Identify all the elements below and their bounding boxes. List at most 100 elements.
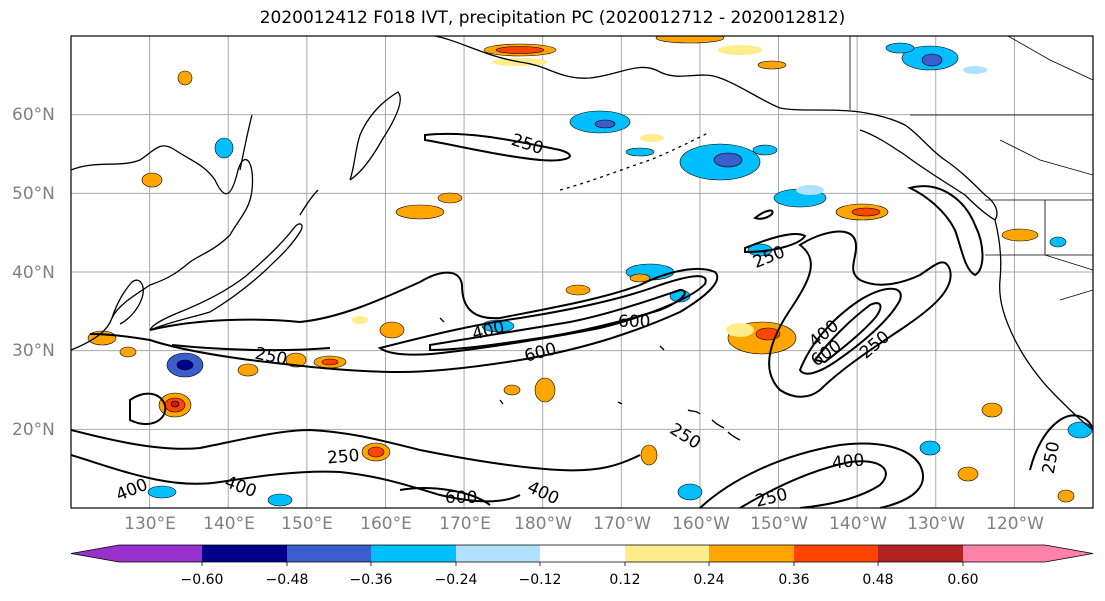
colorbar-tick-label: −0.12: [518, 572, 562, 588]
ivt-contour-250: [744, 232, 807, 254]
page-title: 2020012412 F018 IVT, precipitation PC (2…: [259, 8, 846, 28]
ivt-contour-250: [424, 132, 571, 162]
ivt-contour-250: [89, 267, 719, 374]
precip-positive-area: [851, 207, 881, 217]
precip-negative-area: [752, 144, 778, 156]
lon-label: 140°W: [829, 514, 887, 534]
ivt-contour-400: [377, 275, 707, 356]
precip-negative-area: [921, 53, 943, 67]
precip-positive-area: [177, 70, 193, 86]
colorbar-outline: [70, 544, 1094, 563]
map-frame: [70, 35, 1094, 509]
colorbar-extend-min: [71, 545, 119, 562]
precip-negative-area: [1067, 421, 1093, 439]
lon-label: 160°W: [672, 514, 730, 534]
colorbar-segment: [287, 545, 371, 562]
ivt-contour-250: [171, 344, 331, 352]
precip-positive-area: [1001, 228, 1039, 242]
colorbar-segment: [878, 545, 963, 562]
lat-label: 50°N: [12, 184, 55, 204]
precip-negative-area: [625, 147, 655, 157]
contour-label: 600: [618, 312, 650, 332]
precip-positive-area: [957, 466, 979, 482]
ivt-contour-400: [798, 287, 902, 375]
precip-positive-area: [655, 36, 725, 44]
colorbar-segment: [963, 545, 1045, 562]
precip-pc-shading: [87, 36, 1093, 507]
lon-label: 140°E: [203, 514, 255, 534]
ivt-contour-600: [399, 487, 491, 506]
lat-label: 40°N: [12, 263, 55, 283]
colorbar-tick-label: 0.12: [609, 572, 641, 588]
ivt-contour-250: [71, 428, 641, 472]
colorbar-tick-label: 0.24: [693, 572, 725, 588]
lat-label: 20°N: [12, 420, 55, 440]
precip-positive-area: [726, 323, 754, 337]
colorbar-tick-label: −0.48: [265, 572, 309, 588]
ivt-contour-400: [71, 454, 521, 503]
ivt-contour-250: [753, 209, 774, 220]
lon-label: 150°W: [750, 514, 808, 534]
precip-negative-area: [176, 359, 194, 371]
colorbar-tick-label: −0.36: [349, 572, 393, 588]
colorbar: [70, 544, 1094, 566]
lat-label: 30°N: [12, 341, 55, 361]
precip-positive-area: [321, 358, 339, 366]
colorbar-segment: [202, 545, 287, 562]
contour-label: 250: [326, 446, 360, 469]
ivt-contour-250: [768, 230, 952, 398]
precip-positive-area: [640, 444, 658, 466]
precip-negative-area: [919, 440, 941, 456]
precip-positive-area: [437, 192, 463, 204]
ivt-contour-250: [129, 392, 167, 425]
precip-positive-area: [757, 60, 787, 70]
precip-positive-area: [629, 273, 651, 283]
ivt-contour-600: [429, 288, 686, 352]
colorbar-tick-label: 0.48: [862, 572, 894, 588]
lon-label: 120°W: [986, 514, 1044, 534]
precip-positive-area: [352, 316, 368, 324]
precip-positive-area: [1057, 489, 1075, 503]
ivt-contour-250: [907, 185, 984, 277]
lon-label: 170°E: [439, 514, 491, 534]
precip-negative-area: [1049, 236, 1067, 248]
precip-positive-area: [170, 400, 180, 408]
precip-positive-area: [395, 204, 445, 220]
precip-positive-area: [285, 352, 307, 368]
coastlines: [71, 36, 1093, 441]
precip-positive-area: [640, 134, 664, 142]
colorbar-extend-max: [1045, 545, 1093, 562]
lon-label: 160°E: [360, 514, 412, 534]
precip-negative-area: [214, 137, 234, 159]
colorbar-segment: [709, 545, 794, 562]
precip-positive-area: [495, 46, 545, 54]
precip-positive-area: [379, 321, 405, 339]
precip-negative-area: [796, 185, 824, 195]
precip-negative-area: [147, 485, 177, 499]
colorbar-segment: [119, 545, 202, 562]
precip-negative-area: [594, 119, 616, 129]
colorbar-segment: [794, 545, 878, 562]
political-borders: [849, 36, 1093, 301]
colorbar-tick-label: 0.36: [778, 572, 810, 588]
map-area: 250 250 250 250 250 250 250 400 400 400 …: [71, 36, 1093, 508]
precip-negative-area: [885, 42, 915, 54]
precip-positive-area: [718, 45, 762, 55]
lon-label: 130°W: [907, 514, 965, 534]
ivt-contours: [71, 132, 1093, 508]
ivt-contour-250: [699, 442, 925, 508]
lon-label: 130°E: [124, 514, 176, 534]
precip-positive-area: [237, 363, 259, 377]
colorbar-tick-label: 0.60: [947, 572, 979, 588]
colorbar-segment: [540, 545, 625, 562]
precip-positive-area: [981, 402, 1003, 418]
ivt-contour-400: [739, 460, 887, 508]
precip-negative-area: [677, 483, 703, 501]
contour-label: 400: [831, 450, 865, 473]
lon-label: 150°E: [281, 514, 333, 534]
contour-label: 600: [445, 488, 477, 508]
precip-positive-area: [755, 327, 781, 341]
lon-label: 180°W: [514, 514, 572, 534]
colorbar-segment: [456, 545, 540, 562]
colorbar-tick-label: −0.24: [434, 572, 478, 588]
